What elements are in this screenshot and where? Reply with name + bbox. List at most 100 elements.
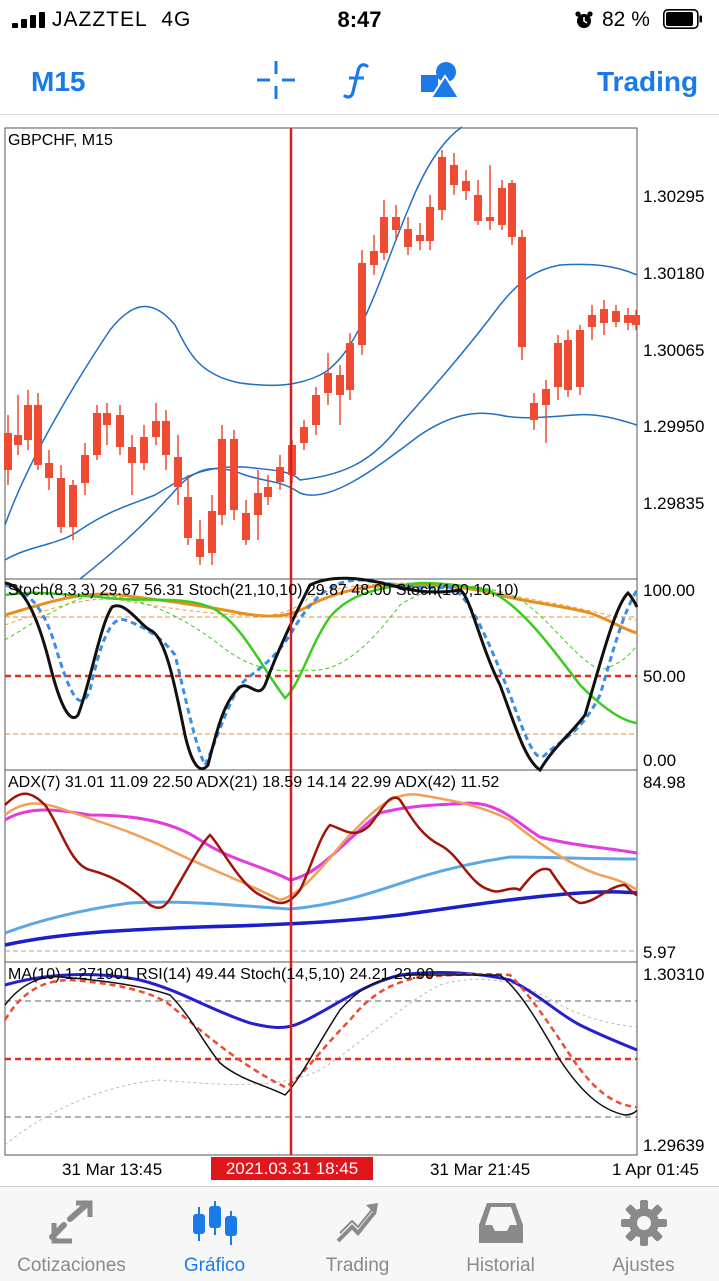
ma-level-label: 1.29639 [643,1136,705,1155]
adx-level-label: 5.97 [643,943,677,962]
candle-bear [632,315,640,325]
chart-candles-icon [193,1201,237,1245]
candle-bear [462,181,470,191]
price-label: 1.30180 [643,264,705,283]
function-icon[interactable] [336,58,380,102]
stoch-fast-signal [4,578,639,769]
tab-label: Gráfico [183,1255,246,1276]
crosshair-icon[interactable] [254,58,298,102]
candle-bear [404,229,412,247]
stoch-fast-main [4,576,639,773]
candle-bear [370,251,378,265]
ma-panel-title: MA(10) 1.271901 RSI(14) 49.44 Stoch(14,5… [8,966,435,983]
candle-bear [588,315,596,327]
candle-bear [45,463,53,478]
rsi-line [4,974,638,1116]
candlesticks [4,150,640,565]
candle-bear [624,315,632,323]
candle-bear [392,217,400,230]
tab-chart[interactable]: Gráfico [143,1187,286,1281]
adx-42-line [4,890,638,947]
candle-bear [612,311,620,322]
status-bar: JAZZTEL 4G 8:47 82 % [0,0,719,40]
candle-bear [162,421,170,455]
timeframe-button[interactable]: M15 [31,66,86,97]
alarm-clock-icon [575,11,593,28]
tab-settings[interactable]: Ajustes [572,1187,715,1281]
candle-bear [230,439,238,510]
candle-bear [103,413,111,425]
price-label: 1.29950 [643,417,705,436]
objects-icon[interactable] [418,58,462,102]
adx-panel [4,792,638,952]
candle-bear [450,165,458,185]
candle-bear [542,389,550,405]
crosshair-time-label: 2021.03.31 18:45 [211,1157,373,1180]
symbol-title: GBPCHF, M15 [8,132,113,149]
candle-bear [518,237,526,347]
battery-percentage: 82 % [602,8,650,31]
price-label: 1.30065 [643,341,705,360]
candle-bear [530,403,538,420]
candle-bear [498,188,506,225]
ma-level-label: 1.30310 [643,965,705,984]
tab-label: Ajustes [612,1255,675,1276]
adx-7-di [4,793,638,902]
stoch-level-label: 100.00 [643,581,695,600]
tab-trading[interactable]: Trading [286,1187,429,1281]
time-axis-label: 31 Mar 21:45 [430,1160,531,1179]
candle-bear [312,395,320,425]
trading-button[interactable]: Trading [597,66,699,97]
trading-icon [336,1203,378,1243]
adx-21-line [4,855,638,935]
candle-bear [600,309,608,323]
chart-canvas[interactable] [0,125,719,1183]
candle-bear [474,195,482,221]
stoch-medium [4,581,638,725]
candle-bear [276,467,284,482]
stoch-level-label: 50.00 [643,667,686,686]
candle-bear [346,343,354,390]
candle-bear [174,457,182,487]
candle-bear [69,485,77,527]
status-time: 8:47 [337,7,382,32]
quotes-icon [49,1200,93,1244]
candle-bear [254,493,262,515]
candle-bear [81,455,89,483]
ma-rsi-panel [3,971,638,1146]
candle-bear [93,413,101,455]
bollinger-upper-band [4,126,463,526]
candle-bear [300,427,308,443]
bollinger-middle-band [4,263,638,561]
price-panel [4,126,640,580]
candle-bear [508,183,516,237]
candle-bear [34,405,42,465]
tab-history[interactable]: Historial [429,1187,572,1281]
candle-bear [336,375,344,395]
candle-bear [116,415,124,447]
chart-toolbar: M15 Trading [0,50,719,115]
candle-bear [242,513,250,540]
candle-bear [4,433,12,470]
battery-icon [663,9,702,29]
adx-7-line [4,792,638,909]
candle-bear [152,421,160,437]
tab-quotes[interactable]: Cotizaciones [0,1187,143,1281]
stoch-slow-signal [4,583,638,635]
time-axis-label: 31 Mar 13:45 [62,1160,163,1179]
ma-line [4,971,638,1052]
tab-label: Trading [325,1255,390,1276]
carrier-name: JAZZTEL [52,8,148,31]
network-type: 4G [161,8,192,31]
chart-area[interactable]: 1.30295 1.30180 1.30065 1.29950 1.29835 … [0,125,719,1183]
candle-bear [438,157,446,210]
candle-bear [324,373,332,393]
stoch-panel-title: Stoch(8,3,3) 29.67 56.31 Stoch(21,10,10)… [8,582,519,599]
adx-level-label: 84.98 [643,773,686,792]
candle-bear [128,447,136,463]
candle-bear [196,539,204,557]
candle-bear [486,217,494,221]
candle-bear [416,235,424,241]
candle-bear [140,437,148,463]
adx-panel-title: ADX(7) 31.01 11.09 22.50 ADX(21) 18.59 1… [8,774,500,791]
